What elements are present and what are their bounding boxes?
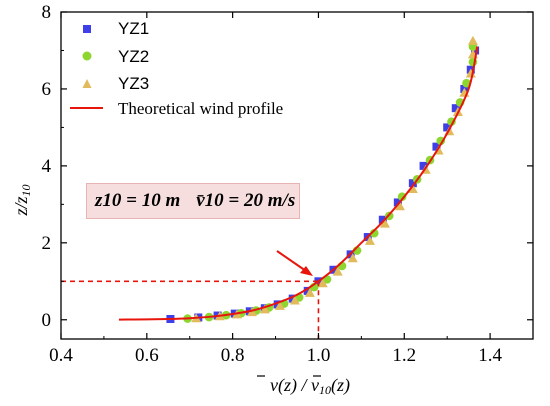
- point-yz2: [369, 228, 379, 238]
- legend: YZ1 YZ2 YZ3 Theoretical wind profile: [70, 19, 283, 118]
- y-tick-label: 2: [42, 233, 52, 254]
- x-tick-label: 0.6: [135, 345, 159, 366]
- point-yz1: [471, 46, 480, 55]
- legend-marker-yz3: [82, 79, 92, 88]
- reference-lines: [61, 280, 320, 339]
- point-yz1: [273, 300, 282, 309]
- x-tick-label: 1.2: [392, 345, 416, 366]
- y-tick-label: 8: [42, 2, 52, 23]
- x-axis-label: v(z) / v10(z): [257, 375, 350, 397]
- parameter-annotation: z10 = 10 m v̄10 = 20 m/s: [86, 183, 300, 219]
- point-yz1: [432, 142, 441, 151]
- y-tick-label: 4: [42, 156, 52, 177]
- theoretical-wind-profile-line: [118, 46, 479, 321]
- point-yz3: [274, 300, 285, 310]
- point-yz3: [407, 183, 418, 193]
- plot-frame: [60, 11, 534, 340]
- point-yz3: [364, 235, 375, 245]
- point-yz3: [259, 304, 270, 314]
- axis-ticks: 0.4 0.6 0.8 1.0 1.2 1.4 0 2 4 6 8: [42, 2, 533, 366]
- point-yz1: [443, 123, 452, 132]
- x-tick-label: 1.4: [478, 345, 502, 366]
- svg-text:z/z10: z/z10: [11, 184, 33, 216]
- legend-label-yz3: YZ3: [118, 74, 149, 93]
- markers-layer: [166, 35, 480, 323]
- point-yz3: [289, 295, 300, 305]
- point-yz2: [462, 78, 471, 88]
- y-tick-label: 6: [42, 79, 52, 100]
- annotation-v10: v̄10 = 20 m/s: [196, 190, 296, 211]
- point-yz3: [347, 253, 358, 263]
- point-yz3: [304, 287, 315, 297]
- annotation-z10: z10 = 10 m: [95, 190, 181, 211]
- annotation-arrow: [276, 250, 313, 276]
- point-yz1: [451, 104, 460, 113]
- point-yz1: [419, 161, 428, 170]
- point-yz3: [332, 266, 343, 276]
- point-yz1: [378, 215, 387, 224]
- legend-marker-yz1: [83, 25, 91, 33]
- point-yz3: [379, 218, 390, 228]
- y-tick-label: 0: [42, 310, 52, 331]
- point-yz3: [317, 278, 328, 288]
- point-yz1: [408, 179, 417, 188]
- legend-label-yz2: YZ2: [118, 47, 149, 66]
- point-yz2: [397, 192, 407, 201]
- point-yz3: [467, 35, 478, 45]
- svg-text:v(z) / v10(z): v(z) / v10(z): [270, 375, 350, 397]
- x-tick-label: 0.4: [49, 345, 73, 366]
- point-yz2: [436, 136, 446, 146]
- legend-marker-yz2: [82, 51, 92, 61]
- point-yz1: [288, 294, 297, 303]
- point-yz3: [465, 68, 476, 78]
- legend-label-theory: Theoretical wind profile: [118, 99, 283, 118]
- x-tick-label: 0.8: [221, 345, 245, 366]
- x-tick-label: 1.0: [307, 345, 331, 366]
- point-yz3: [394, 201, 405, 211]
- legend-label-yz1: YZ1: [118, 19, 149, 38]
- y-axis-label: z/z10: [11, 184, 33, 216]
- point-yz1: [393, 198, 402, 207]
- point-yz1: [303, 286, 312, 295]
